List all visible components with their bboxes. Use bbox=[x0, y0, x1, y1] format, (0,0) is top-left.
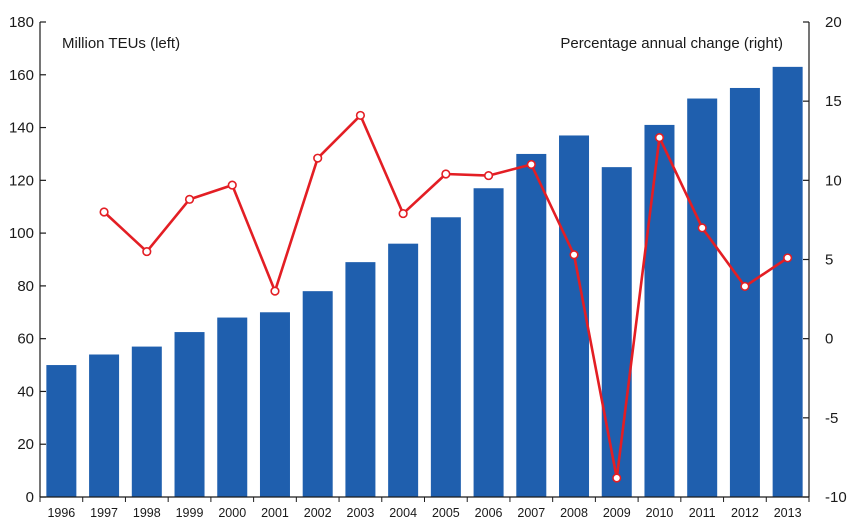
line-point-2001 bbox=[270, 286, 280, 296]
line-point-2004 bbox=[398, 208, 408, 219]
right-tick-label: 20 bbox=[825, 14, 842, 31]
left-tick-label: 180 bbox=[9, 14, 34, 31]
line-point-2012 bbox=[740, 281, 750, 292]
right-axis-label: Percentage annual change (right) bbox=[560, 35, 783, 52]
x-tick-label: 2002 bbox=[304, 506, 332, 520]
bar-2005 bbox=[430, 217, 461, 497]
right-tick-label: -5 bbox=[825, 410, 838, 427]
left-axis-label: Million TEUs (left) bbox=[62, 35, 180, 52]
bar-2001 bbox=[259, 312, 290, 497]
bar-2004 bbox=[388, 243, 419, 497]
x-tick-label: 2003 bbox=[347, 506, 375, 520]
right-tick-label: 15 bbox=[825, 93, 842, 110]
right-tick-label: -10 bbox=[825, 489, 847, 506]
left-tick-label: 60 bbox=[17, 331, 34, 348]
left-tick-label: 120 bbox=[9, 172, 34, 189]
line-point-2011 bbox=[697, 223, 707, 233]
bar-2006 bbox=[473, 188, 504, 497]
line-point-2007 bbox=[526, 159, 536, 170]
x-tick-label: 2001 bbox=[261, 506, 289, 520]
left-tick-label: 160 bbox=[9, 67, 34, 84]
x-tick-label: 2004 bbox=[389, 506, 417, 520]
line-point-2000 bbox=[227, 180, 237, 190]
bar-1999 bbox=[174, 332, 205, 497]
line-point-1999 bbox=[184, 194, 195, 204]
bar-2013 bbox=[772, 66, 803, 497]
right-tick-label: 0 bbox=[825, 331, 833, 348]
x-tick-label: 2005 bbox=[432, 506, 460, 520]
x-tick-label: 2008 bbox=[560, 506, 588, 520]
axes-layer: 0 20 40 60 80 100 120 140 160 180 -10 -5 0 5 10 15 20 199… bbox=[9, 14, 847, 520]
bar-2003 bbox=[345, 262, 376, 497]
left-tick-label: 80 bbox=[17, 278, 34, 295]
left-tick-label: 40 bbox=[17, 383, 34, 400]
line-point-2003 bbox=[355, 110, 366, 121]
bar-1997 bbox=[89, 354, 120, 497]
line-point-2005 bbox=[441, 169, 451, 179]
line-layer bbox=[99, 110, 793, 483]
line-point-2002 bbox=[313, 153, 323, 163]
line-point-2008 bbox=[569, 250, 579, 260]
x-tick-label: 2007 bbox=[517, 506, 545, 520]
bar-2002 bbox=[302, 291, 333, 497]
x-tick-label: 1999 bbox=[176, 506, 204, 520]
left-tick-label: 100 bbox=[9, 225, 34, 242]
x-tick-label: 2000 bbox=[218, 506, 246, 520]
line-point-1997 bbox=[99, 207, 109, 217]
left-tick-label: 140 bbox=[9, 120, 34, 137]
line-point-2010 bbox=[654, 132, 665, 143]
bar-2011 bbox=[687, 98, 718, 498]
x-tick-label: 2011 bbox=[689, 506, 716, 520]
bar-2008 bbox=[559, 135, 590, 497]
bar-2012 bbox=[729, 87, 760, 497]
bar-2000 bbox=[217, 317, 248, 497]
x-tick-label: 1996 bbox=[47, 506, 75, 520]
left-tick-label: 0 bbox=[26, 489, 34, 506]
bar-1996 bbox=[46, 365, 77, 497]
line-point-2009 bbox=[612, 473, 622, 483]
bar-2010 bbox=[644, 124, 675, 498]
x-tick-label: 2013 bbox=[774, 506, 802, 520]
x-tick-label: 2010 bbox=[646, 506, 674, 520]
bar-2009 bbox=[601, 167, 632, 497]
right-tick-label: 10 bbox=[825, 172, 842, 189]
x-tick-label: 2009 bbox=[603, 506, 631, 520]
line-point-2013 bbox=[783, 253, 793, 263]
line-point-2006 bbox=[483, 170, 494, 181]
right-tick-label: 5 bbox=[825, 252, 833, 269]
x-tick-label: 2006 bbox=[475, 506, 503, 520]
bar-2007 bbox=[516, 153, 547, 497]
x-tick-label: 2012 bbox=[731, 506, 759, 520]
x-tick-label: 1997 bbox=[90, 506, 118, 520]
line-point-1998 bbox=[142, 246, 152, 257]
left-tick-label: 20 bbox=[17, 436, 34, 453]
bars-layer bbox=[46, 66, 803, 498]
x-tick-label: 1998 bbox=[133, 506, 161, 520]
bar-1998 bbox=[131, 346, 162, 497]
